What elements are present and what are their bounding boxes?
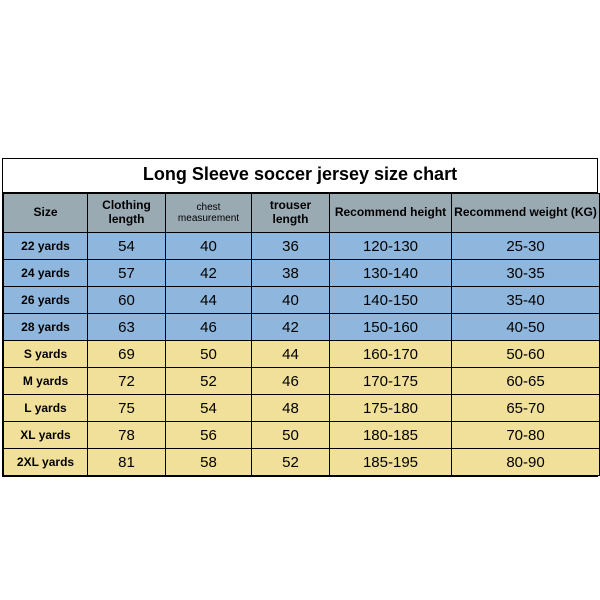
table-row: S yards695044160-17050-60	[4, 341, 600, 368]
value-cell: 81	[88, 449, 166, 476]
value-cell: 25-30	[452, 233, 600, 260]
value-cell: 38	[252, 260, 330, 287]
column-header: Clothing length	[88, 194, 166, 233]
table-row: 26 yards604440140-15035-40	[4, 287, 600, 314]
value-cell: 40	[166, 233, 252, 260]
value-cell: 56	[166, 422, 252, 449]
value-cell: 78	[88, 422, 166, 449]
value-cell: 46	[166, 314, 252, 341]
value-cell: 42	[166, 260, 252, 287]
size-cell: 24 yards	[4, 260, 88, 287]
table-row: XL yards785650180-18570-80	[4, 422, 600, 449]
column-header: Size	[4, 194, 88, 233]
table-row: L yards755448175-18065-70	[4, 395, 600, 422]
size-cell: S yards	[4, 341, 88, 368]
value-cell: 58	[166, 449, 252, 476]
value-cell: 48	[252, 395, 330, 422]
value-cell: 50-60	[452, 341, 600, 368]
table-row: M yards725246170-17560-65	[4, 368, 600, 395]
size-cell: L yards	[4, 395, 88, 422]
size-table: SizeClothing lengthchest measurementtrou…	[3, 193, 600, 476]
value-cell: 170-175	[330, 368, 452, 395]
size-chart-table: Long Sleeve soccer jersey size chart Siz…	[2, 158, 598, 477]
size-cell: M yards	[4, 368, 88, 395]
column-header: trouser length	[252, 194, 330, 233]
value-cell: 72	[88, 368, 166, 395]
column-header: Recommend weight (KG)	[452, 194, 600, 233]
value-cell: 30-35	[452, 260, 600, 287]
value-cell: 54	[166, 395, 252, 422]
value-cell: 40	[252, 287, 330, 314]
value-cell: 180-185	[330, 422, 452, 449]
value-cell: 185-195	[330, 449, 452, 476]
value-cell: 40-50	[452, 314, 600, 341]
value-cell: 80-90	[452, 449, 600, 476]
size-cell: XL yards	[4, 422, 88, 449]
value-cell: 175-180	[330, 395, 452, 422]
value-cell: 52	[166, 368, 252, 395]
value-cell: 65-70	[452, 395, 600, 422]
value-cell: 36	[252, 233, 330, 260]
value-cell: 140-150	[330, 287, 452, 314]
value-cell: 52	[252, 449, 330, 476]
table-row: 24 yards574238130-14030-35	[4, 260, 600, 287]
value-cell: 120-130	[330, 233, 452, 260]
column-header: chest measurement	[166, 194, 252, 233]
value-cell: 57	[88, 260, 166, 287]
column-header: Recommend height	[330, 194, 452, 233]
value-cell: 150-160	[330, 314, 452, 341]
value-cell: 69	[88, 341, 166, 368]
value-cell: 63	[88, 314, 166, 341]
value-cell: 50	[252, 422, 330, 449]
size-cell: 22 yards	[4, 233, 88, 260]
header-row: SizeClothing lengthchest measurementtrou…	[4, 194, 600, 233]
value-cell: 50	[166, 341, 252, 368]
size-cell: 26 yards	[4, 287, 88, 314]
table-row: 28 yards634642150-16040-50	[4, 314, 600, 341]
value-cell: 46	[252, 368, 330, 395]
value-cell: 35-40	[452, 287, 600, 314]
value-cell: 54	[88, 233, 166, 260]
value-cell: 42	[252, 314, 330, 341]
value-cell: 60	[88, 287, 166, 314]
value-cell: 160-170	[330, 341, 452, 368]
table-row: 2XL yards815852185-19580-90	[4, 449, 600, 476]
table-title: Long Sleeve soccer jersey size chart	[3, 159, 597, 193]
table-row: 22 yards544036120-13025-30	[4, 233, 600, 260]
size-cell: 2XL yards	[4, 449, 88, 476]
size-cell: 28 yards	[4, 314, 88, 341]
value-cell: 60-65	[452, 368, 600, 395]
value-cell: 70-80	[452, 422, 600, 449]
value-cell: 44	[166, 287, 252, 314]
value-cell: 44	[252, 341, 330, 368]
value-cell: 130-140	[330, 260, 452, 287]
value-cell: 75	[88, 395, 166, 422]
